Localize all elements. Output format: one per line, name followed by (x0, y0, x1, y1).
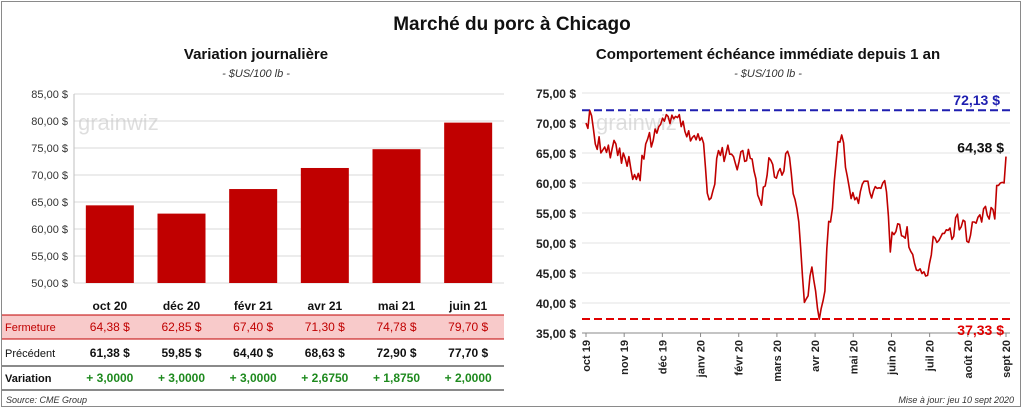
y-tick-label: 65,00 $ (536, 147, 576, 161)
x-tick-label: févr 20 (734, 340, 746, 375)
table-row-bg (2, 341, 504, 365)
x-tick-label: févr 21 (234, 299, 273, 313)
row-label: Fermeture (5, 322, 56, 334)
y-tick-label: 75,00 $ (536, 87, 576, 101)
right-chart-subtitle: - $US/100 lb - (734, 68, 802, 80)
y-tick-label: 35,00 $ (536, 327, 576, 341)
y-tick-label: 70,00 $ (536, 117, 576, 131)
table-cell: 62,85 $ (161, 320, 201, 334)
y-tick-label: 55,00 $ (31, 251, 68, 263)
x-tick-label: avr 21 (307, 299, 342, 313)
x-tick-label: avr 20 (810, 340, 822, 372)
y-tick-label: 75,00 $ (31, 143, 68, 155)
y-tick-label: 60,00 $ (31, 224, 68, 236)
min-label: 37,33 $ (957, 322, 1004, 338)
bar (444, 122, 493, 284)
watermark-logo: grainwiz (78, 110, 159, 135)
x-tick-label: oct 20 (92, 299, 127, 313)
y-tick-label: 50,00 $ (31, 278, 68, 290)
y-tick-label: 60,00 $ (536, 177, 576, 191)
x-tick-label: déc 19 (657, 340, 669, 374)
table-cell: 64,40 $ (233, 346, 273, 360)
table-cell: 64,38 $ (90, 320, 130, 334)
last-value-label: 64,38 $ (957, 140, 1004, 156)
x-tick-label: sept 20 (1001, 340, 1013, 378)
table-cell: + 3,0000 (86, 371, 133, 385)
x-tick-label: juin 21 (448, 299, 487, 313)
y-tick-label: 55,00 $ (536, 207, 576, 221)
y-tick-label: 85,00 $ (31, 89, 68, 101)
y-tick-label: 80,00 $ (31, 116, 68, 128)
table-cell: 68,63 $ (305, 346, 345, 360)
table-cell: 79,70 $ (448, 320, 488, 334)
table-row-bg (2, 366, 504, 390)
table-cell: 72,90 $ (376, 346, 416, 360)
x-tick-label: mai 21 (378, 299, 416, 313)
bar (372, 149, 421, 283)
right-line-chart: 35,00 $ 40,00 $ 45,00 $ 50,00 $ 55,00 $ 60,00… (536, 87, 1013, 382)
x-tick-label: juin 20 (886, 340, 898, 376)
table-cell: + 3,0000 (230, 371, 277, 385)
update-date: Mise à jour: jeu 10 sept 2020 (898, 395, 1014, 405)
y-tick-label: 65,00 $ (31, 197, 68, 209)
price-series-line (585, 109, 1007, 320)
y-tick-label: 40,00 $ (536, 297, 576, 311)
row-label: Variation (5, 373, 52, 385)
table-cell: + 2,6750 (301, 371, 348, 385)
bar (229, 189, 278, 283)
table-cell: 67,40 $ (233, 320, 273, 334)
table-cell: 74,78 $ (376, 320, 416, 334)
x-tick-label: mai 20 (848, 340, 860, 374)
table-cell: 71,30 $ (305, 320, 345, 334)
page-title: Marché du porc à Chicago (393, 14, 631, 35)
source-note: Source: CME Group (6, 395, 88, 405)
left-chart-title: Variation journalière (183, 46, 329, 63)
y-tick-label: 50,00 $ (536, 237, 576, 251)
bar (300, 167, 349, 283)
watermark-logo: grainwiz (596, 110, 677, 135)
table-cell: + 2,0000 (445, 371, 492, 385)
table-row-bg (2, 315, 504, 339)
y-tick-label: 45,00 $ (536, 267, 576, 281)
max-label: 72,13 $ (953, 92, 1000, 108)
right-chart-title: Comportement échéance immédiate depuis 1… (595, 46, 941, 63)
table-cell: 59,85 $ (161, 346, 201, 360)
row-label: Précédent (5, 348, 55, 360)
x-tick-label: janv 20 (696, 340, 708, 378)
bar (85, 205, 134, 283)
table-cell: 77,70 $ (448, 346, 488, 360)
x-tick-label: août 20 (963, 340, 975, 379)
left-bar-chart: 50,00 $ 55,00 $ 60,00 $ 65,00 $ 70,00 $ 75,00… (2, 89, 504, 391)
x-tick-label: déc 20 (163, 299, 201, 313)
x-tick-label: oct 19 (581, 340, 593, 372)
x-tick-label: juil 20 (925, 340, 937, 372)
x-tick-label: mars 20 (772, 340, 784, 382)
table-cell: + 1,8750 (373, 371, 420, 385)
table-cell: 61,38 $ (90, 346, 130, 360)
table-cell: + 3,0000 (158, 371, 205, 385)
bar (157, 213, 206, 283)
x-tick-label: nov 19 (619, 340, 631, 375)
y-tick-label: 70,00 $ (31, 170, 68, 182)
left-chart-subtitle: - $US/100 lb - (222, 68, 290, 80)
